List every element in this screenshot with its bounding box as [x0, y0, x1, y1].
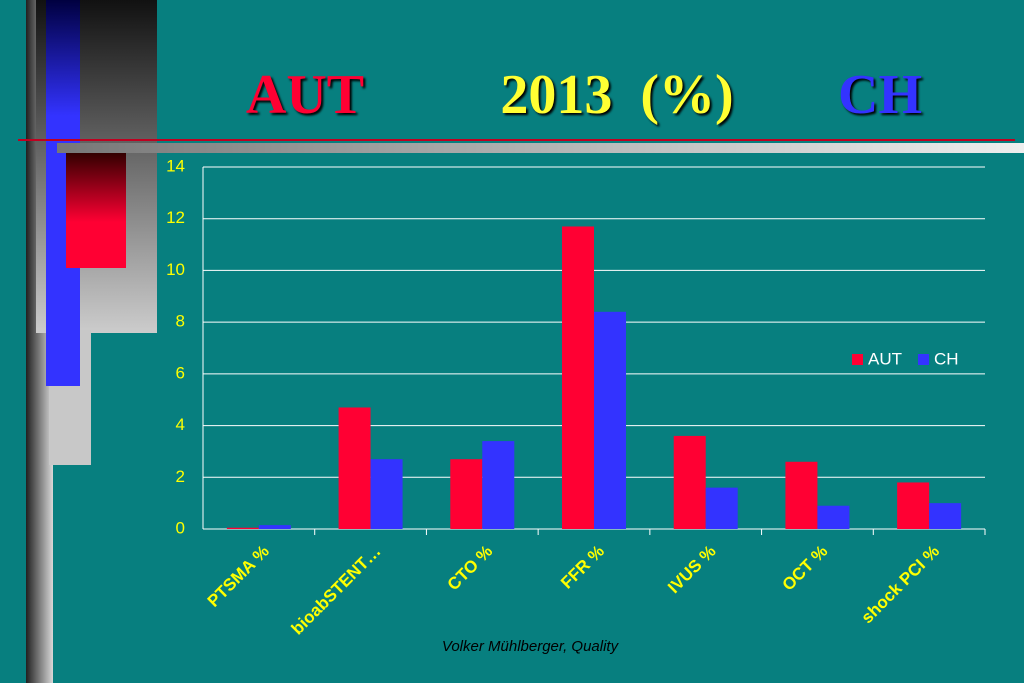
x-tick-label: FFR %	[557, 542, 608, 593]
x-tick-label: IVUS %	[664, 542, 720, 598]
y-tick-label: 6	[176, 363, 185, 382]
x-tick-label: bioabSTENT…	[288, 542, 385, 639]
bar	[594, 311, 626, 529]
bar	[258, 525, 291, 529]
decor-rule	[57, 143, 1024, 153]
y-tick-label: 0	[176, 518, 185, 537]
x-tick-label: OCT %	[779, 542, 832, 595]
bar	[929, 503, 962, 529]
decor-red	[66, 153, 126, 268]
x-tick-label: PTSMA %	[204, 542, 273, 611]
x-tick-label: shock PCI %	[858, 542, 944, 628]
bar	[673, 435, 706, 529]
y-tick-label: 14	[166, 156, 185, 175]
bar	[482, 441, 515, 529]
legend-label: CH	[934, 349, 959, 368]
y-tick-label: 10	[166, 260, 185, 279]
footer: Volker Mühlberger, Quality	[442, 638, 620, 655]
title-part: CH	[838, 64, 922, 126]
y-tick-label: 2	[176, 467, 185, 486]
bar	[226, 527, 259, 529]
bar	[785, 461, 818, 529]
bar	[897, 482, 930, 529]
legend-swatch	[918, 354, 929, 365]
bar	[338, 407, 371, 529]
bar	[370, 459, 403, 529]
title-part: AUT	[246, 64, 364, 126]
y-tick-label: 4	[176, 415, 185, 434]
legend-swatch	[852, 354, 863, 365]
bar	[450, 459, 483, 529]
legend-label: AUT	[868, 349, 902, 368]
title-part: 2013 (%)	[500, 64, 733, 126]
x-tick-label: CTO %	[444, 542, 497, 595]
bar	[562, 226, 594, 529]
y-tick-label: 12	[166, 208, 185, 227]
y-tick-label: 8	[176, 312, 185, 331]
bar	[705, 487, 738, 529]
bar	[817, 505, 850, 529]
